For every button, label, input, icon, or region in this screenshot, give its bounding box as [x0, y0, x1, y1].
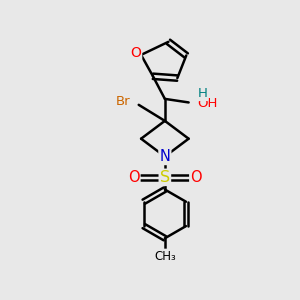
Text: OH: OH: [198, 98, 218, 110]
Text: Br: Br: [116, 95, 130, 108]
Text: S: S: [160, 170, 170, 185]
Text: N: N: [159, 149, 170, 164]
Text: CH₃: CH₃: [154, 250, 176, 262]
Text: O: O: [128, 170, 140, 185]
Text: H: H: [198, 87, 207, 100]
Text: O: O: [190, 170, 202, 185]
Text: O: O: [130, 46, 141, 60]
